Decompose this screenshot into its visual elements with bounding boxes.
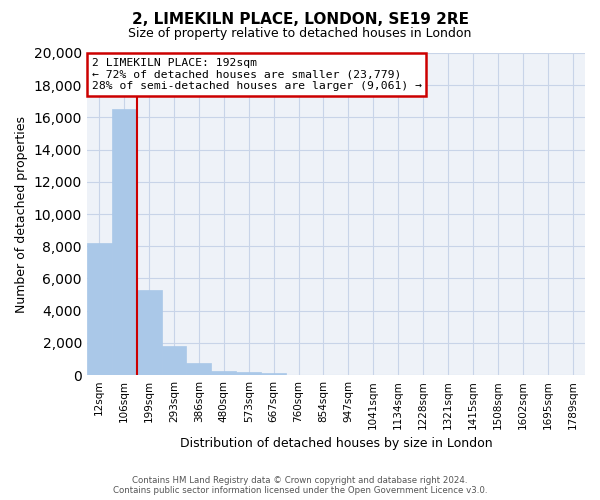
Bar: [112, 110, 137, 375]
Text: 2 LIMEKILN PLACE: 192sqm
← 72% of detached houses are smaller (23,779)
28% of se: 2 LIMEKILN PLACE: 192sqm ← 72% of detach…: [92, 58, 422, 91]
Y-axis label: Number of detached properties: Number of detached properties: [15, 116, 28, 312]
Text: Contains HM Land Registry data © Crown copyright and database right 2024.
Contai: Contains HM Land Registry data © Crown c…: [113, 476, 487, 495]
Bar: [87, 243, 112, 375]
Text: 2, LIMEKILN PLACE, LONDON, SE19 2RE: 2, LIMEKILN PLACE, LONDON, SE19 2RE: [131, 12, 469, 28]
Bar: [161, 346, 187, 375]
Bar: [187, 363, 211, 375]
Bar: [236, 372, 261, 375]
Bar: [137, 290, 161, 375]
X-axis label: Distribution of detached houses by size in London: Distribution of detached houses by size …: [179, 437, 492, 450]
Text: Size of property relative to detached houses in London: Size of property relative to detached ho…: [128, 28, 472, 40]
Bar: [261, 373, 286, 375]
Bar: [211, 370, 236, 375]
